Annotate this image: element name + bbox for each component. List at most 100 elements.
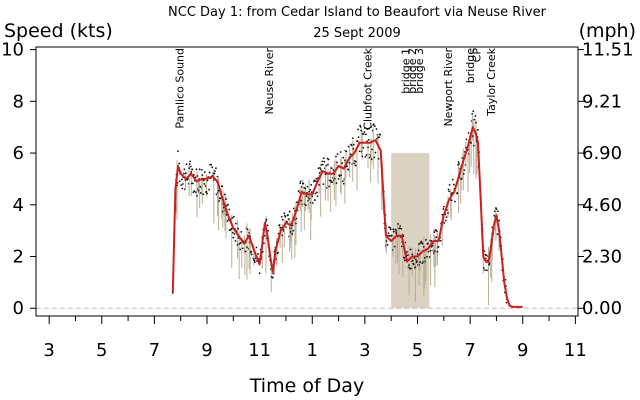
raw-point	[432, 252, 435, 254]
raw-point	[351, 137, 354, 140]
raw-point	[239, 248, 242, 251]
raw-point	[221, 210, 224, 213]
raw-point	[306, 185, 309, 188]
raw-point	[365, 154, 368, 156]
raw-point	[206, 179, 209, 182]
raw-point	[427, 250, 430, 253]
raw-point	[222, 206, 225, 209]
x-tick-label: 11	[248, 340, 271, 361]
raw-point	[345, 150, 348, 153]
x-tick-label: 3	[43, 340, 54, 361]
raw-point	[185, 172, 187, 175]
raw-point	[232, 236, 235, 239]
raw-point	[204, 171, 206, 174]
raw-point	[414, 266, 417, 269]
raw-point	[471, 135, 474, 137]
raw-point	[410, 267, 413, 270]
raw-point	[299, 180, 302, 183]
raw-point	[339, 151, 342, 153]
raw-point	[318, 172, 321, 174]
raw-point	[241, 247, 244, 250]
raw-point	[208, 188, 211, 191]
raw-point	[304, 187, 307, 190]
raw-point	[370, 158, 373, 160]
raw-point	[370, 125, 373, 128]
raw-point	[234, 239, 237, 242]
route-annotation: Newport River	[442, 48, 455, 127]
raw-point	[425, 239, 427, 241]
raw-point	[255, 246, 258, 249]
raw-point	[357, 128, 359, 131]
raw-point	[283, 212, 286, 215]
raw-point	[183, 168, 186, 171]
raw-point	[248, 231, 251, 234]
raw-point	[372, 123, 375, 126]
raw-point	[199, 192, 202, 194]
raw-point	[328, 185, 331, 188]
raw-point	[482, 267, 485, 269]
raw-point	[399, 225, 402, 227]
route-annotation: bridge 1	[400, 48, 413, 94]
raw-point	[427, 242, 429, 245]
raw-point	[188, 167, 191, 170]
raw-point	[224, 193, 226, 196]
raw-point	[284, 215, 287, 218]
route-annotation: bridge 3	[413, 48, 426, 94]
raw-point	[428, 256, 431, 258]
raw-point	[295, 222, 297, 225]
raw-point	[188, 163, 191, 165]
raw-point	[483, 269, 486, 272]
y-tick-label-left: 2	[13, 247, 24, 268]
raw-point	[452, 183, 455, 186]
raw-point	[300, 186, 303, 188]
raw-point	[385, 240, 388, 242]
route-annotation: Clubfoot Creek	[362, 47, 375, 129]
raw-point	[213, 172, 216, 175]
raw-point	[195, 191, 197, 194]
raw-point	[236, 243, 239, 246]
raw-point	[397, 223, 399, 225]
raw-point	[214, 170, 216, 173]
raw-point	[271, 276, 274, 279]
raw-point	[495, 208, 498, 211]
raw-point	[357, 136, 360, 139]
raw-point	[291, 232, 294, 235]
y-tick-label-right: 9.21	[582, 91, 622, 112]
route-annotation: Taylor Creek	[485, 47, 498, 116]
raw-point	[190, 171, 193, 173]
raw-point	[181, 183, 184, 185]
raw-point	[341, 180, 344, 183]
raw-point	[363, 131, 366, 133]
raw-point	[442, 208, 445, 210]
plot-layer: 3 5 7 9 11 1 3 5 7 9 1102468100.002.304.606.909.21…	[1, 40, 633, 361]
raw-point	[196, 194, 198, 197]
raw-point	[308, 197, 311, 200]
raw-point	[311, 202, 314, 204]
x-tick-label: 9	[201, 340, 212, 361]
raw-point	[333, 177, 336, 180]
raw-point	[346, 165, 348, 168]
raw-point	[366, 128, 369, 131]
raw-point	[208, 171, 211, 174]
raw-point	[337, 177, 340, 180]
raw-point	[308, 190, 311, 193]
raw-point	[322, 157, 325, 160]
raw-point	[493, 210, 496, 213]
raw-point	[474, 115, 477, 117]
raw-point	[313, 199, 316, 201]
raw-point	[319, 168, 322, 171]
raw-point	[177, 150, 179, 153]
raw-point	[430, 240, 433, 242]
raw-point	[292, 207, 295, 210]
raw-point	[267, 229, 269, 232]
raw-point	[374, 151, 377, 154]
raw-point	[330, 167, 333, 170]
raw-point	[493, 214, 496, 217]
y-tick-label-right: 0.00	[582, 298, 622, 319]
raw-point	[367, 138, 370, 141]
raw-point	[336, 153, 339, 156]
raw-point	[277, 251, 279, 254]
raw-point	[379, 133, 382, 136]
raw-point	[331, 181, 334, 184]
raw-point	[456, 191, 459, 194]
